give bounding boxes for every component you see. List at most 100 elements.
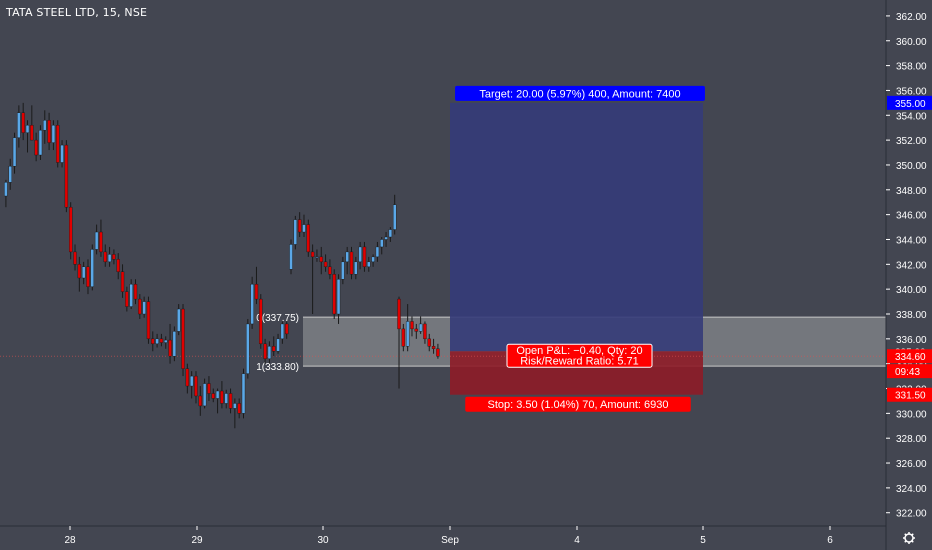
candle-body: [233, 403, 237, 409]
candle-body: [142, 301, 146, 315]
candle-body: [276, 338, 280, 352]
stop-label: Stop: 3.50 (1.04%) 70, Amount: 6930: [487, 399, 668, 411]
candle-body: [259, 298, 263, 345]
candle-body: [431, 346, 436, 349]
candle-body: [151, 338, 155, 345]
candle-body: [410, 321, 414, 330]
candle-body: [112, 254, 116, 260]
candle-body: [120, 271, 125, 292]
candle-body: [129, 283, 133, 307]
price-badge: [887, 387, 932, 402]
candle-body: [414, 328, 418, 332]
candle-body: [254, 283, 259, 300]
candle-body: [250, 283, 254, 325]
candle-body: [51, 125, 56, 143]
candle-body: [43, 120, 47, 131]
candle-body: [155, 338, 159, 345]
y-tick-label: 346.00: [896, 211, 927, 222]
candle-body: [375, 246, 380, 258]
candle-body: [202, 383, 207, 407]
candle-body: [90, 249, 95, 287]
candle-body: [380, 239, 384, 248]
candle-body: [68, 206, 73, 253]
gear-icon-tooth: [904, 533, 907, 536]
candle-body: [246, 323, 250, 374]
candle-body: [423, 323, 427, 340]
candle-body: [34, 139, 38, 156]
candle-body: [293, 219, 298, 245]
candle-body: [60, 144, 64, 163]
candle-body: [237, 403, 241, 414]
candle-body: [164, 339, 168, 343]
candle-body: [21, 112, 25, 133]
y-tick-label: 352.00: [896, 136, 927, 147]
candle-body: [224, 393, 228, 404]
y-tick-label: 354.00: [896, 111, 927, 122]
chart-title: TATA STEEL LTD, 15, NSE: [6, 6, 148, 19]
candle-body: [228, 393, 233, 409]
candle-body: [371, 256, 375, 263]
candle-body: [172, 331, 177, 357]
y-tick-label: 362.00: [896, 12, 927, 23]
pnl-label: Open P&L: −0.40, Qty: 20: [516, 345, 642, 357]
target-label: Target: 20.00 (5.97%) 400, Amount: 7400: [479, 88, 680, 100]
candle-body: [181, 308, 185, 369]
candle-body: [4, 182, 8, 197]
candle-body: [306, 224, 310, 253]
candle-body: [17, 112, 21, 138]
candle-body: [285, 323, 289, 335]
candle-body: [405, 321, 410, 347]
candle-body: [401, 328, 406, 347]
y-tick-label: 326.00: [896, 459, 927, 470]
candle-body: [56, 125, 60, 163]
x-tick-label: 30: [317, 535, 329, 546]
y-tick-label: 338.00: [896, 310, 927, 321]
y-tick-label: 330.00: [896, 409, 927, 420]
candle-body: [272, 346, 276, 352]
candle-body: [138, 298, 142, 315]
x-tick-label: 28: [64, 535, 76, 546]
candle-body: [107, 254, 112, 263]
y-tick-label: 358.00: [896, 62, 927, 73]
candle-body: [12, 137, 17, 167]
price-badge-label: 334.60: [895, 352, 926, 363]
candle-body: [349, 251, 354, 275]
candle-body: [64, 144, 69, 208]
x-tick-label: 4: [574, 535, 580, 546]
candle-body: [185, 368, 190, 387]
candle-body: [176, 308, 181, 332]
candle-body: [241, 373, 246, 414]
candle-body: [103, 251, 107, 263]
candle-body: [323, 261, 328, 268]
risk-reward-label: Risk/Reward Ratio: 5.71: [520, 355, 639, 367]
candle-body: [345, 251, 349, 263]
candle-body: [362, 246, 367, 268]
y-tick-label: 322.00: [896, 509, 927, 520]
candle-body: [25, 125, 30, 133]
candle-body: [77, 264, 82, 279]
candle-body: [168, 339, 172, 357]
target-zone: [450, 102, 703, 352]
gear-icon-tooth: [911, 533, 914, 536]
candle-body: [99, 231, 103, 253]
x-tick-label: Sep: [441, 535, 459, 546]
candle-body: [319, 256, 323, 263]
y-tick-label: 342.00: [896, 260, 927, 271]
candle-body: [81, 266, 86, 279]
y-tick-label: 340.00: [896, 285, 927, 296]
candle-body: [436, 348, 440, 357]
candle-body: [47, 120, 51, 143]
candle-body: [38, 129, 43, 156]
candle-body: [159, 338, 164, 343]
candle-body: [86, 266, 90, 287]
candle-body: [358, 246, 362, 263]
candle-body: [125, 291, 129, 307]
candle-body: [30, 125, 34, 141]
price-badge: [887, 95, 932, 110]
x-tick-label: 5: [700, 535, 706, 546]
candle-body: [367, 261, 371, 268]
candle-body: [418, 323, 423, 332]
candle-body: [94, 231, 99, 250]
candle-body: [393, 204, 397, 230]
